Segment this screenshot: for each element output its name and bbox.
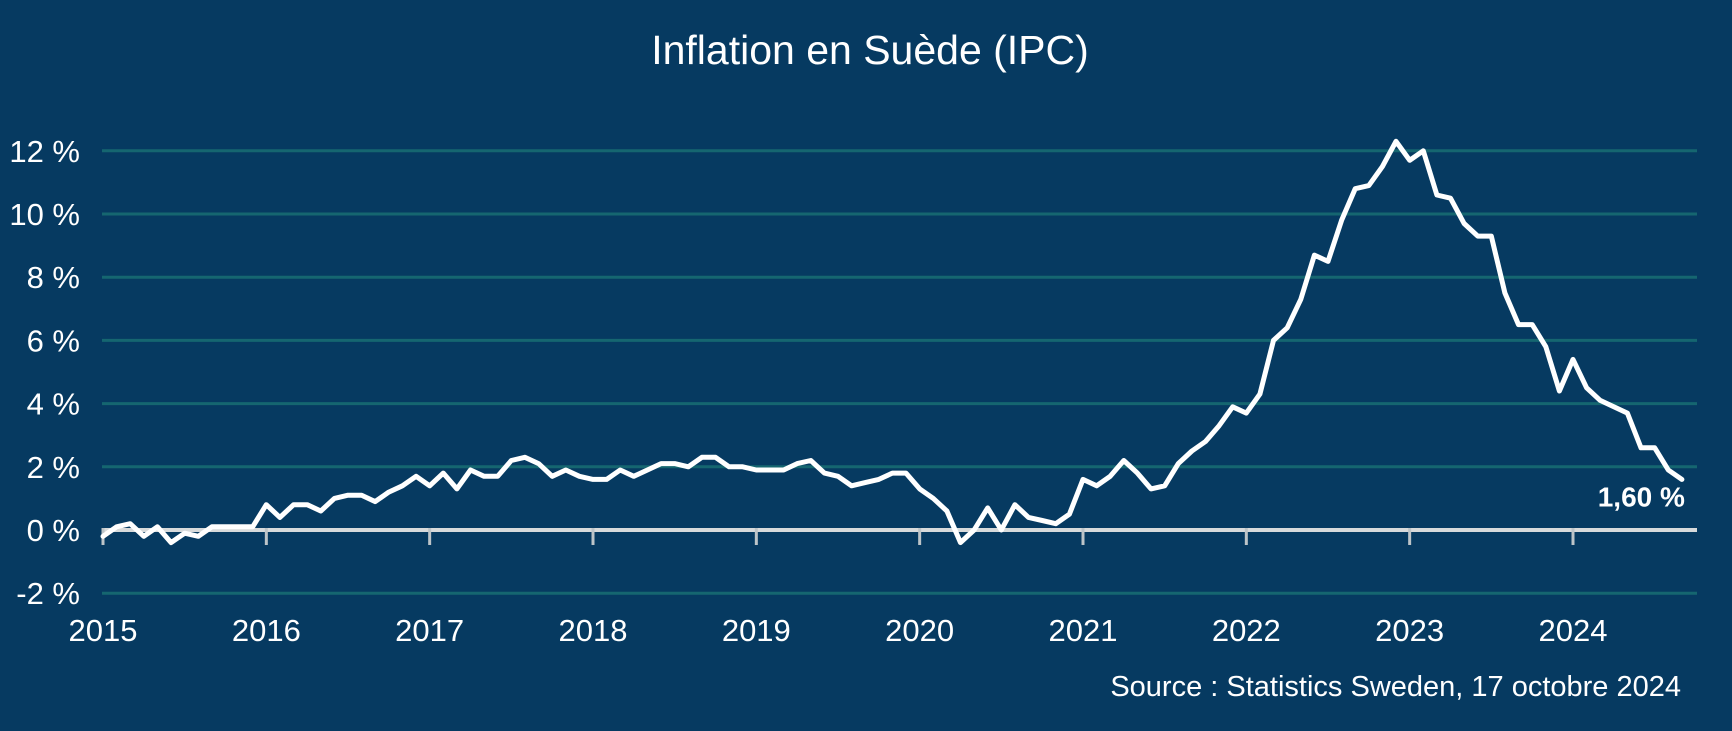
y-axis-label-0: 0 % [27,513,80,548]
y-axis-label-10: 10 % [9,197,80,232]
x-axis-label-2022: 2022 [1212,613,1281,648]
y-axis-labels: 12 % 10 % 8 % 6 % 4 % 2 % 0 % -2 % [9,134,80,611]
x-axis-label-2015: 2015 [69,613,138,648]
y-axis-label-6: 6 % [27,323,80,358]
x-axis-label-2016: 2016 [232,613,301,648]
latest-value-label: 1,60 % [1598,481,1685,512]
x-axis-label-2019: 2019 [722,613,791,648]
x-axis-labels: 2015 2016 2017 2018 2019 2020 2021 2022 2023 2024 [69,613,1608,648]
x-axis-label-2023: 2023 [1375,613,1444,648]
inflation-series-line [100,138,1685,546]
y-axis-label-12: 12 % [9,134,80,169]
x-axis-label-2021: 2021 [1049,613,1118,648]
x-axis-label-2020: 2020 [885,613,954,648]
y-axis-label-4: 4 % [27,387,80,422]
x-axis-label-2017: 2017 [395,613,464,648]
x-axis-year-ticks [101,528,1575,545]
y-axis-label-8: 8 % [27,260,80,295]
x-axis-label-2024: 2024 [1539,613,1608,648]
horizontal-gridlines [102,149,1697,595]
y-axis-label--2: -2 % [16,576,80,611]
source-caption: Source : Statistics Sweden, 17 octobre 2… [1110,671,1681,703]
chart-title: Inflation en Suède (IPC) [651,27,1089,73]
x-axis-label-2018: 2018 [559,613,628,648]
y-axis-label-2: 2 % [27,450,80,485]
